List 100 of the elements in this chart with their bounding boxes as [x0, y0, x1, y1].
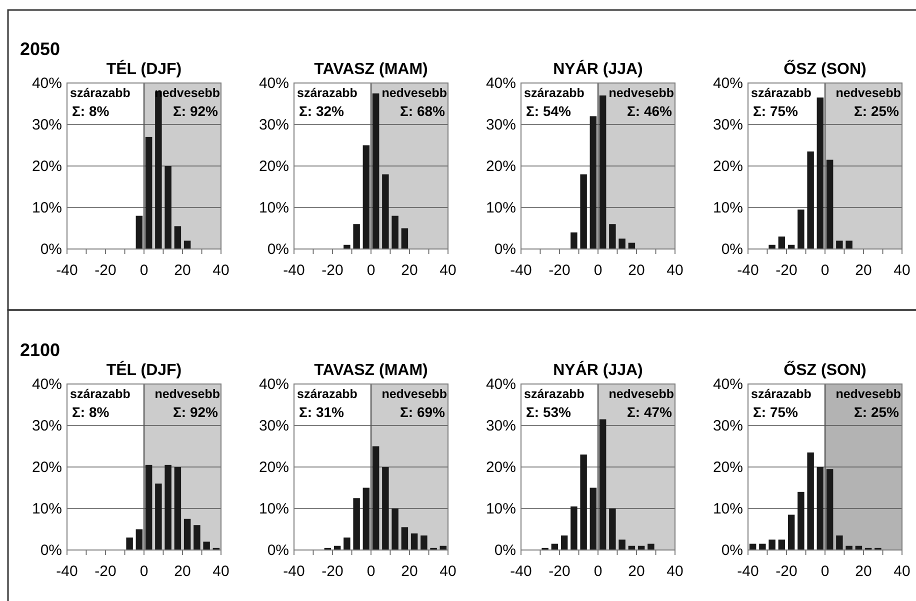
chart-title: ŐSZ (SON) — [784, 360, 866, 379]
x-tick-label: 20 — [174, 262, 191, 279]
annotation: szárazabb — [70, 387, 131, 401]
annotation: Σ: 47% — [627, 404, 673, 420]
x-tick-label: -20 — [322, 262, 344, 279]
x-tick-label: -20 — [94, 563, 116, 580]
x-tick-label: -20 — [776, 563, 798, 580]
x-tick-label: 40 — [212, 262, 230, 279]
annotation: Σ: 54% — [526, 103, 572, 119]
y-tick-label: 10% — [712, 200, 743, 216]
y-tick-label: 10% — [712, 500, 743, 518]
x-tick-label: 20 — [855, 563, 872, 580]
y-tick-label: 30% — [712, 418, 743, 434]
annotation: nedvesebb — [382, 387, 448, 401]
y-tick-label: 30% — [32, 116, 62, 134]
annotation: szárazabb — [524, 86, 585, 100]
annotation: Σ: 68% — [400, 103, 446, 119]
y-tick-label: 30% — [712, 116, 743, 134]
chart-title: NYÁR (JJA) — [553, 59, 643, 78]
text: 2050 — [20, 39, 60, 59]
y-tick-label: 0% — [267, 542, 289, 559]
annotation: Σ: 75% — [753, 103, 799, 119]
x-tick-label: 20 — [174, 563, 191, 580]
x-tick-label: 0 — [366, 563, 376, 580]
x-tick-label: -20 — [548, 563, 570, 580]
y-tick-label: 40% — [486, 376, 516, 393]
y-tick-label: 40% — [32, 75, 62, 92]
x-tick-label: -40 — [283, 563, 305, 580]
x-tick-label: 20 — [401, 262, 418, 279]
annotation: szárazabb — [751, 86, 812, 100]
annotation: nedvesebb — [608, 387, 674, 401]
annotation: Σ: 25% — [854, 103, 900, 119]
y-tick-label: 20% — [258, 158, 289, 175]
x-tick-label: -20 — [776, 262, 798, 279]
y-tick-label: 0% — [721, 241, 743, 258]
y-tick-label: 10% — [258, 500, 289, 518]
annotation: szárazabb — [70, 86, 131, 100]
y-tick-label: 20% — [32, 158, 62, 175]
annotation: Σ: 31% — [299, 404, 345, 420]
x-tick-label: -40 — [510, 262, 532, 279]
x-tick-label: 0 — [140, 563, 148, 580]
annotation: szárazabb — [297, 86, 358, 100]
annotation: nedvesebb — [382, 86, 448, 100]
y-tick-label: 40% — [486, 75, 516, 92]
x-tick-label: 0 — [820, 262, 830, 279]
annotation: Σ: 8% — [72, 404, 110, 420]
x-tick-label: 40 — [666, 563, 684, 580]
x-tick-label: 20 — [855, 262, 872, 279]
y-tick-label: 20% — [486, 459, 516, 476]
x-tick-label: -40 — [56, 262, 78, 279]
x-tick-label: -20 — [548, 262, 570, 279]
y-tick-label: 10% — [32, 200, 62, 216]
annotation: nedvesebb — [154, 387, 220, 401]
x-tick-label: 0 — [594, 563, 602, 580]
y-tick-label: 10% — [258, 200, 289, 216]
annotation: szárazabb — [297, 387, 358, 401]
annotation: nedvesebb — [836, 387, 902, 401]
annotation: szárazabb — [751, 387, 812, 401]
x-tick-label: 40 — [666, 262, 684, 279]
annotation: Σ: 92% — [173, 404, 219, 420]
y-tick-label: 10% — [486, 200, 516, 216]
x-tick-label: -40 — [510, 563, 532, 580]
x-tick-label: 40 — [440, 563, 456, 580]
x-tick-label: 40 — [894, 563, 910, 580]
y-tick-label: 0% — [40, 241, 62, 258]
annotation: Σ: 25% — [854, 404, 900, 420]
y-tick-label: 20% — [712, 459, 743, 476]
y-tick-label: 20% — [32, 459, 62, 476]
y-tick-label: 40% — [712, 376, 743, 393]
x-tick-label: -40 — [283, 262, 305, 279]
annotation: szárazabb — [524, 387, 585, 401]
y-tick-label: 10% — [32, 500, 62, 518]
x-tick-label: 40 — [212, 563, 230, 580]
y-tick-label: 30% — [258, 418, 289, 434]
y-tick-label: 20% — [486, 158, 516, 175]
y-tick-label: 30% — [32, 418, 62, 434]
x-tick-label: 40 — [440, 262, 456, 279]
x-tick-label: 0 — [820, 563, 830, 580]
annotation: Σ: 75% — [753, 404, 799, 420]
chart-title: ŐSZ (SON) — [784, 59, 866, 78]
y-tick-label: 0% — [267, 241, 289, 258]
x-tick-label: -40 — [56, 563, 78, 580]
y-tick-label: 0% — [40, 542, 62, 559]
x-tick-label: 20 — [401, 563, 418, 580]
y-tick-label: 0% — [494, 241, 516, 258]
annotation: Σ: 8% — [72, 103, 110, 119]
annotation: nedvesebb — [608, 86, 674, 100]
y-tick-label: 0% — [721, 542, 743, 559]
x-tick-label: 20 — [628, 262, 645, 279]
y-tick-label: 20% — [712, 158, 743, 175]
y-tick-label: 40% — [258, 75, 289, 92]
y-tick-label: 40% — [258, 376, 289, 393]
chart-title: TAVASZ (MAM) — [314, 61, 428, 78]
x-tick-label: -20 — [322, 563, 344, 580]
y-tick-label: 30% — [486, 116, 516, 134]
annotation: Σ: 69% — [400, 404, 446, 420]
x-tick-label: -40 — [737, 563, 759, 580]
chart-title: NYÁR (JJA) — [553, 360, 643, 379]
annotation: Σ: 32% — [299, 103, 345, 119]
x-tick-label: 20 — [628, 563, 645, 580]
